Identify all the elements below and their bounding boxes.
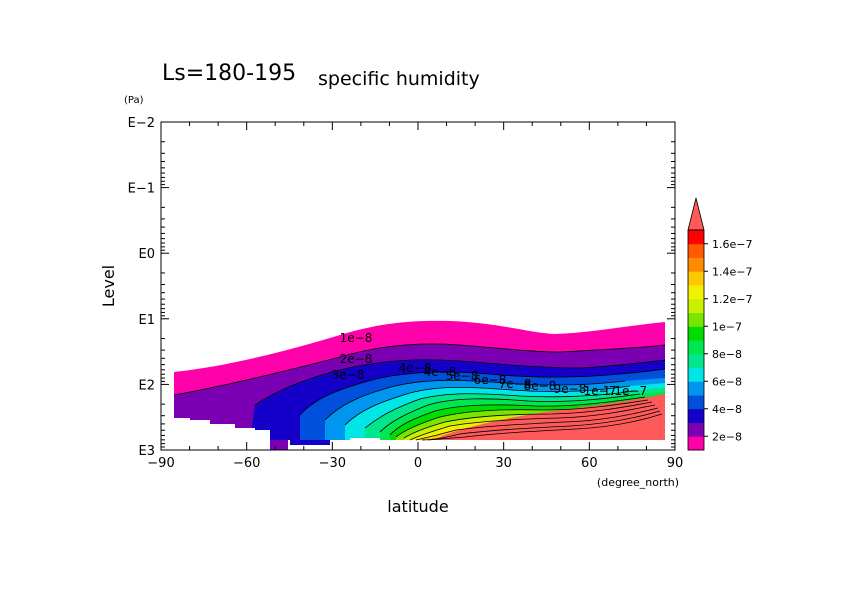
missing-data-mask xyxy=(210,424,235,440)
colorbar-swatch xyxy=(688,367,704,382)
contour-label: 9e−8 xyxy=(554,382,587,396)
colorbar-label: 1.4e−7 xyxy=(712,265,752,278)
contour-label: 3e−8 xyxy=(332,368,365,382)
colorbar-swatch xyxy=(688,353,704,368)
colorbar-swatch xyxy=(688,326,704,341)
colorbar-swatch xyxy=(688,230,704,245)
x-axis: −90 −60 −30 0 30 60 90 xyxy=(147,122,683,471)
missing-data-mask xyxy=(255,430,270,440)
contour-label: 5e−8 xyxy=(446,369,479,383)
missing-data-mask xyxy=(174,418,190,440)
colorbar-swatch xyxy=(688,436,704,451)
contour-label: 6e−8 xyxy=(474,373,507,387)
contour-line xyxy=(364,390,636,429)
contour-label: 2e−8 xyxy=(340,352,373,366)
x-tick-label: 30 xyxy=(495,456,512,471)
chart-subtitle: specific humidity xyxy=(318,68,480,90)
contour-line xyxy=(173,343,666,396)
contour-line xyxy=(299,368,666,416)
colorbar-label: 1e−7 xyxy=(712,320,742,333)
contour-line xyxy=(409,404,656,441)
colorbar-swatch xyxy=(688,298,704,313)
colorbar-label: 8e−8 xyxy=(712,348,742,361)
contour-line xyxy=(344,385,631,426)
colorbar-swatch xyxy=(688,422,704,437)
y-axis: E−2 E−1 E0 E1 E2 E3 xyxy=(128,116,675,459)
y-tick-label: E3 xyxy=(139,444,156,459)
x-tick-label: −90 xyxy=(147,456,174,471)
contour-label: 4e−8 xyxy=(424,365,457,379)
colorbar-swatch xyxy=(688,312,704,327)
x-tick-label: 60 xyxy=(581,456,598,471)
chart-title: Ls=180-195 xyxy=(162,61,296,86)
contour-label: 7e−8 xyxy=(499,377,532,391)
colorbar-swatch xyxy=(688,340,704,355)
y-tick-label: E−2 xyxy=(128,116,155,131)
contour-label: 1e−8 xyxy=(340,331,373,345)
contour-line xyxy=(427,413,663,441)
contour-label: 8e−8 xyxy=(524,379,557,393)
x-tick-label: −60 xyxy=(233,456,260,471)
x-tick-label: 90 xyxy=(667,456,684,471)
colorbar-extend-arrow xyxy=(687,197,705,231)
colorbar-swatch xyxy=(688,395,704,410)
colorbar-swatch xyxy=(688,257,704,272)
y-tick-label: E2 xyxy=(139,378,156,393)
contour-line xyxy=(324,379,626,421)
y-axis-label: Level xyxy=(99,265,118,307)
x-tick-label: 0 xyxy=(414,456,422,471)
x-tick-label: −30 xyxy=(319,456,346,471)
contour-labels: 1e−82e−83e−8 4e−84e−85e−86e−87e−88e−89e−8… xyxy=(332,331,647,398)
contour-line xyxy=(415,407,659,441)
x-axis-label: latitude xyxy=(387,497,448,516)
contour-band xyxy=(270,440,288,450)
colorbar-label: 4e−8 xyxy=(712,403,742,416)
colorbar-frame xyxy=(687,229,705,451)
colorbar-swatch xyxy=(688,408,704,423)
contour-label: 1.1e−7 xyxy=(603,384,647,398)
x-axis-units: (degree_north) xyxy=(597,476,679,489)
y-units: (Pa) xyxy=(124,95,144,106)
contour-line xyxy=(421,410,661,441)
missing-data-mask xyxy=(235,428,255,440)
colorbar-swatch xyxy=(688,271,704,286)
missing-data-mask xyxy=(190,420,210,440)
contour-lines xyxy=(173,343,666,441)
y-tick-label: E1 xyxy=(139,313,156,328)
contour-line xyxy=(379,393,641,433)
colorbar-label: 2e−8 xyxy=(712,430,742,443)
colorbar-swatch xyxy=(688,381,704,396)
colorbar-label: 1.2e−7 xyxy=(712,293,752,306)
contour-band xyxy=(290,440,330,445)
contour-line xyxy=(403,401,653,439)
colorbar-swatch xyxy=(688,285,704,300)
colorbar-label: 6e−8 xyxy=(712,375,742,388)
colorbar-label: 1.6e−7 xyxy=(712,238,752,251)
contour-line xyxy=(254,359,666,406)
contour-line xyxy=(395,399,649,438)
colorbar-swatch xyxy=(688,243,704,258)
y-tick-label: E0 xyxy=(139,247,156,262)
y-tick-label: E−1 xyxy=(128,182,155,197)
contour-label: 4e−8 xyxy=(399,361,432,375)
contour-line xyxy=(389,396,646,436)
colorbar: 2e−8 4e−8 6e−8 8e−8 1e−7 1.2e−7 1.4e−7 1.6e−7 xyxy=(687,197,752,451)
contour-label: 1e−7 xyxy=(584,384,617,398)
